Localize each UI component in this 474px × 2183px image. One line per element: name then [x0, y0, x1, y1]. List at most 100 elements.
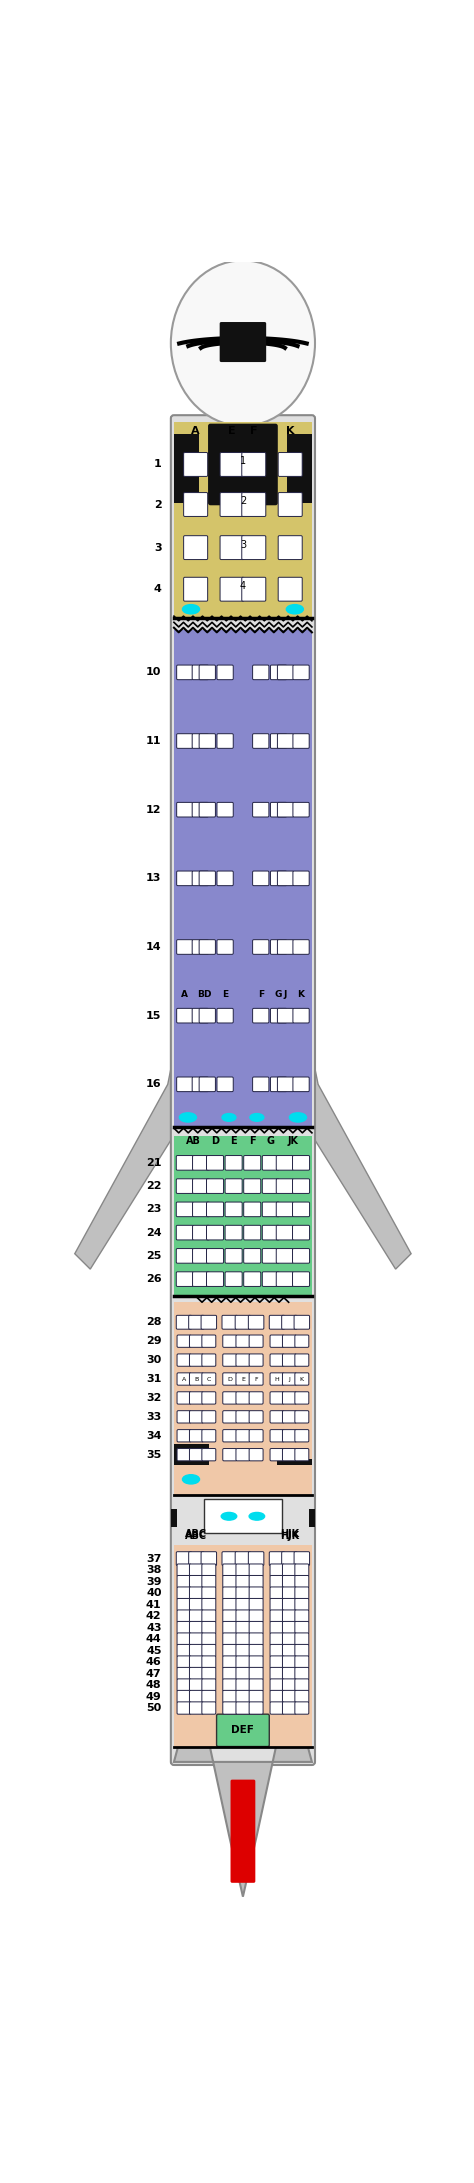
- FancyBboxPatch shape: [177, 1668, 191, 1679]
- Text: ABC: ABC: [185, 1532, 208, 1541]
- Text: JK: JK: [287, 1135, 299, 1146]
- FancyBboxPatch shape: [253, 733, 269, 749]
- FancyBboxPatch shape: [270, 1373, 284, 1386]
- Polygon shape: [304, 1054, 411, 1268]
- Bar: [174, 631, 312, 1126]
- FancyBboxPatch shape: [249, 1576, 263, 1587]
- Text: G: G: [267, 1135, 275, 1146]
- FancyBboxPatch shape: [202, 1644, 216, 1657]
- FancyBboxPatch shape: [277, 1076, 294, 1092]
- FancyBboxPatch shape: [270, 1679, 284, 1692]
- FancyBboxPatch shape: [177, 1450, 191, 1460]
- Text: 25: 25: [146, 1251, 162, 1262]
- FancyBboxPatch shape: [223, 1373, 237, 1386]
- FancyBboxPatch shape: [276, 1179, 293, 1194]
- Text: 2: 2: [240, 496, 246, 506]
- FancyBboxPatch shape: [270, 1450, 284, 1460]
- Bar: [277, 1458, 312, 1465]
- FancyBboxPatch shape: [190, 1353, 203, 1367]
- FancyBboxPatch shape: [295, 1373, 309, 1386]
- FancyBboxPatch shape: [271, 666, 287, 679]
- FancyBboxPatch shape: [190, 1644, 203, 1657]
- FancyBboxPatch shape: [295, 1644, 309, 1657]
- FancyBboxPatch shape: [293, 803, 309, 816]
- Text: A: A: [182, 1377, 186, 1382]
- Text: F: F: [254, 1377, 258, 1382]
- Bar: [171, 1508, 177, 1528]
- FancyBboxPatch shape: [177, 1609, 191, 1622]
- Text: F: F: [249, 1135, 255, 1146]
- FancyBboxPatch shape: [183, 452, 208, 476]
- Text: A: A: [181, 991, 188, 1000]
- FancyBboxPatch shape: [201, 1552, 217, 1565]
- Text: 40: 40: [146, 1587, 162, 1598]
- FancyBboxPatch shape: [192, 1009, 209, 1024]
- FancyBboxPatch shape: [276, 1249, 293, 1264]
- FancyBboxPatch shape: [236, 1657, 250, 1668]
- FancyBboxPatch shape: [177, 1598, 191, 1611]
- FancyBboxPatch shape: [292, 1249, 310, 1264]
- FancyBboxPatch shape: [292, 1155, 310, 1170]
- Text: E: E: [222, 991, 228, 1000]
- FancyBboxPatch shape: [236, 1430, 250, 1443]
- Bar: [174, 434, 199, 502]
- Text: 41: 41: [146, 1600, 162, 1609]
- Text: K: K: [300, 1377, 304, 1382]
- FancyBboxPatch shape: [295, 1633, 309, 1646]
- FancyBboxPatch shape: [223, 1353, 237, 1367]
- FancyBboxPatch shape: [222, 1552, 237, 1565]
- FancyBboxPatch shape: [199, 939, 215, 954]
- FancyBboxPatch shape: [202, 1576, 216, 1587]
- FancyBboxPatch shape: [295, 1668, 309, 1679]
- FancyBboxPatch shape: [249, 1622, 263, 1633]
- FancyBboxPatch shape: [276, 1225, 293, 1240]
- FancyBboxPatch shape: [217, 1714, 269, 1746]
- FancyBboxPatch shape: [244, 1249, 261, 1264]
- Text: 49: 49: [146, 1692, 162, 1701]
- Text: K: K: [286, 426, 294, 437]
- FancyBboxPatch shape: [199, 803, 215, 816]
- FancyBboxPatch shape: [292, 1179, 310, 1194]
- FancyBboxPatch shape: [249, 1410, 263, 1423]
- Text: 15: 15: [146, 1011, 162, 1022]
- FancyBboxPatch shape: [293, 939, 309, 954]
- FancyBboxPatch shape: [223, 1633, 237, 1646]
- FancyBboxPatch shape: [271, 803, 287, 816]
- FancyBboxPatch shape: [270, 1703, 284, 1714]
- FancyBboxPatch shape: [277, 1009, 294, 1024]
- FancyBboxPatch shape: [192, 1179, 210, 1194]
- Text: B: B: [194, 1377, 199, 1382]
- FancyBboxPatch shape: [236, 1598, 250, 1611]
- FancyBboxPatch shape: [190, 1563, 203, 1576]
- Bar: [174, 421, 312, 618]
- FancyBboxPatch shape: [249, 1393, 263, 1404]
- Text: G: G: [275, 991, 282, 1000]
- FancyBboxPatch shape: [225, 1273, 242, 1286]
- FancyBboxPatch shape: [177, 1690, 191, 1703]
- FancyBboxPatch shape: [225, 1203, 242, 1216]
- FancyBboxPatch shape: [236, 1576, 250, 1587]
- FancyBboxPatch shape: [189, 1316, 204, 1329]
- FancyBboxPatch shape: [295, 1563, 309, 1576]
- FancyBboxPatch shape: [201, 1316, 217, 1329]
- FancyBboxPatch shape: [202, 1336, 216, 1347]
- Text: 2: 2: [154, 500, 162, 509]
- Ellipse shape: [171, 260, 315, 426]
- FancyBboxPatch shape: [220, 452, 244, 476]
- Text: HJK: HJK: [280, 1528, 299, 1539]
- Text: 22: 22: [146, 1181, 162, 1192]
- FancyBboxPatch shape: [283, 1336, 296, 1347]
- Bar: [174, 1135, 312, 1297]
- FancyBboxPatch shape: [293, 871, 309, 886]
- FancyBboxPatch shape: [269, 1316, 285, 1329]
- FancyBboxPatch shape: [236, 1703, 250, 1714]
- FancyBboxPatch shape: [190, 1393, 203, 1404]
- FancyBboxPatch shape: [217, 666, 233, 679]
- FancyBboxPatch shape: [276, 1273, 293, 1286]
- FancyBboxPatch shape: [262, 1179, 279, 1194]
- FancyBboxPatch shape: [202, 1598, 216, 1611]
- FancyBboxPatch shape: [223, 1622, 237, 1633]
- FancyBboxPatch shape: [270, 1609, 284, 1622]
- FancyBboxPatch shape: [242, 493, 266, 517]
- Ellipse shape: [179, 1113, 196, 1122]
